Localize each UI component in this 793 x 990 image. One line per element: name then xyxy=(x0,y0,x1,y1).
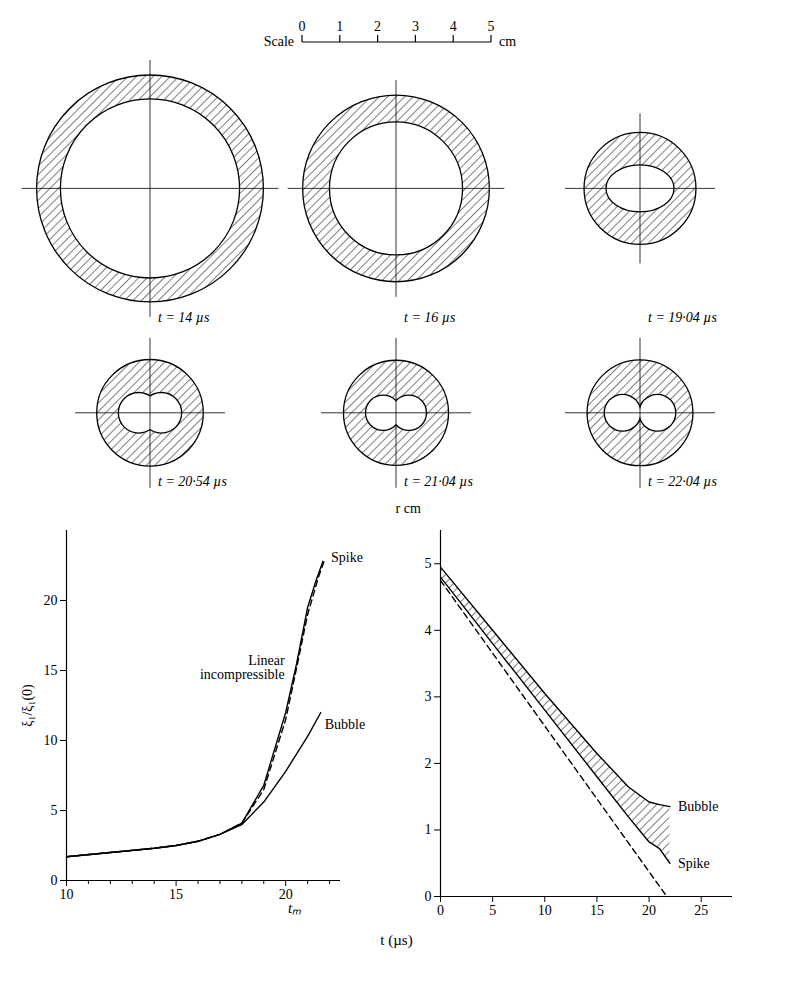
svg-text:15: 15 xyxy=(590,903,604,918)
svg-text:20: 20 xyxy=(44,593,58,608)
svg-text:20: 20 xyxy=(642,903,656,918)
svg-text:20: 20 xyxy=(278,887,293,903)
svg-text:3: 3 xyxy=(412,19,419,34)
svg-text:1: 1 xyxy=(336,19,343,34)
svg-text:t = 21·04 µs: t = 21·04 µs xyxy=(404,474,473,489)
svg-text:t = 22·04 µs: t = 22·04 µs xyxy=(648,474,717,489)
svg-text:5: 5 xyxy=(489,903,496,918)
svg-text:10: 10 xyxy=(44,733,58,748)
svg-text:Spike: Spike xyxy=(678,856,710,871)
svg-text:t = 19·04 µs: t = 19·04 µs xyxy=(648,310,717,325)
svg-text:Bubble: Bubble xyxy=(678,799,718,814)
svg-text:5: 5 xyxy=(425,556,432,571)
svg-text:cm: cm xyxy=(499,34,516,49)
svg-text:Linearincompressible: Linearincompressible xyxy=(200,653,285,682)
svg-text:2: 2 xyxy=(374,19,381,34)
svg-text:4: 4 xyxy=(450,19,457,34)
svg-text:t = 14 µs: t = 14 µs xyxy=(158,310,210,325)
svg-text:0: 0 xyxy=(51,873,58,888)
svg-text:5: 5 xyxy=(488,19,495,34)
svg-text:10: 10 xyxy=(538,903,552,918)
svg-text:4: 4 xyxy=(425,623,432,638)
svg-text:1: 1 xyxy=(425,822,432,837)
svg-text:3: 3 xyxy=(425,689,432,704)
svg-text:0: 0 xyxy=(299,19,306,34)
html-text:t (µs): t (µs) xyxy=(380,932,413,948)
svg-text:25: 25 xyxy=(694,903,708,918)
svg-text:Spike: Spike xyxy=(331,550,363,565)
svg-text:tₘ: tₘ xyxy=(288,900,301,916)
svg-text:Bubble: Bubble xyxy=(325,717,365,732)
svg-text:2: 2 xyxy=(425,756,432,771)
svg-text:0: 0 xyxy=(437,903,444,918)
svg-text:t = 16 µs: t = 16 µs xyxy=(404,310,456,325)
svg-text:0: 0 xyxy=(425,889,432,904)
svg-text:10: 10 xyxy=(60,887,74,902)
svg-text:r cm: r cm xyxy=(396,501,421,516)
svg-text:t = 20·54 µs: t = 20·54 µs xyxy=(158,474,227,489)
svg-text:5: 5 xyxy=(51,803,58,818)
svg-text:Scale: Scale xyxy=(264,34,294,49)
svg-text:ξ₁/ξ₁(0): ξ₁/ξ₁(0) xyxy=(20,684,36,727)
svg-text:15: 15 xyxy=(44,663,58,678)
svg-text:15: 15 xyxy=(169,887,183,902)
